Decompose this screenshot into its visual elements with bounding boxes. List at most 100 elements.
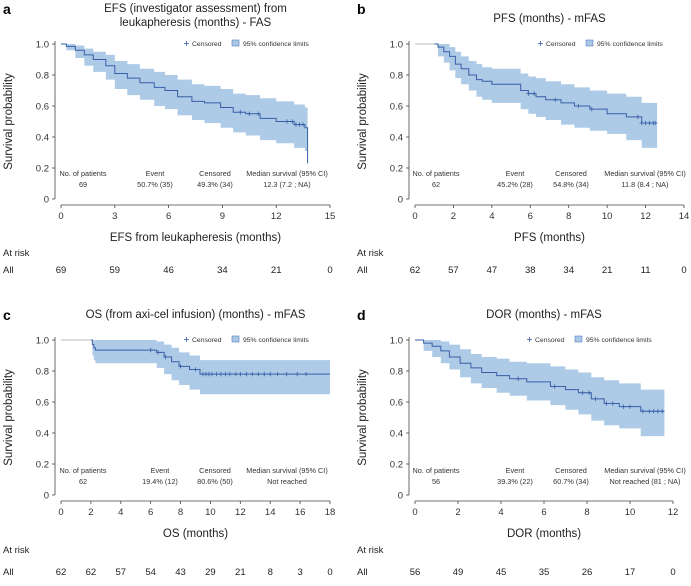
at-risk-value: 11 [641,265,651,276]
at-risk-value: 21 [271,265,282,276]
legend-ci-label: 95% confidence limits [243,41,309,48]
at-risk-value: 17 [625,567,636,578]
at-risk-value: 45 [496,567,507,578]
y-tick-label: 1.0 [390,40,403,51]
stats-value: 56 [432,477,440,486]
legend-censored-label: Censored [192,41,222,48]
at-risk-value: 56 [410,567,421,578]
at-risk-value: 34 [217,265,228,276]
at-risk-value: 59 [110,265,121,276]
at-risk-title: At risk [3,248,30,259]
stats-header: No. of patients [412,466,459,475]
x-tick-label: 0 [58,507,63,518]
stats-header: No. of patients [59,466,106,475]
at-risk-value: 69 [56,265,67,276]
x-tick-label: 2 [88,507,93,518]
stats-header: Median survival (95% CI) [604,169,686,178]
at-risk-value: 0 [327,265,332,276]
y-tick-label: 0.4 [390,133,403,144]
chart-title: leukapheresis (months) - FAS [120,17,272,29]
at-risk-title: At risk [357,545,384,556]
y-tick-label: 0 [44,195,49,206]
at-risk-value: 34 [563,265,574,276]
chart-title: DOR (months) - mFAS [486,309,602,321]
y-tick-label: 0.2 [390,164,403,175]
km-curve [434,43,658,124]
legend-censored-label: Censored [546,41,576,48]
stats-header: Censored [199,466,231,475]
at-risk-value: 62 [86,567,97,578]
stats-value: 19.4% (12) [142,477,178,486]
at-risk-value: 43 [175,567,186,578]
panel-letter: a [3,1,11,17]
legend: Censored 95% confidence limits [527,335,652,344]
at-risk-value: 49 [453,567,464,578]
y-tick-label: 0.8 [36,71,49,82]
at-risk-value: 47 [487,265,498,276]
x-tick-label: 6 [166,211,171,222]
at-risk-table: At risk All 62 57 47 38 34 21 11 0 [357,248,687,276]
stats-table: No. of patients 69 Event 50.7% (35) Censored… [59,169,327,189]
at-risk-value: 0 [327,567,332,578]
y-tick-label: 0.8 [390,367,403,378]
x-tick-label: 4 [118,507,123,518]
at-risk-value: 35 [539,567,550,578]
stats-header: Censored [555,169,587,178]
panel-letter: c [3,307,11,323]
stats-header: Median survival (95% CI) [246,466,328,475]
at-risk-group: All [357,567,368,578]
x-tick-label: 8 [584,507,589,518]
x-tick-label: 8 [178,507,183,518]
at-risk-value: 0 [681,265,686,276]
stats-value: Not reached (81 ; NA) [610,477,681,486]
at-risk-value: 62 [56,567,67,578]
y-tick-label: 1.0 [36,40,49,51]
stats-value: 11.8 (8.4 ; NA) [622,180,669,189]
at-risk-value: 57 [115,567,126,578]
y-axis-label: Survival probability [357,73,369,170]
legend: Censored 95% confidence limits [538,39,663,48]
y-tick-label: 1.0 [390,336,403,347]
panel-b: b PFS (months) - mFAS 0 0.2 0.4 0.6 0.8 1.0 0 2 4 6… [357,1,689,276]
y-tick-label: 0.6 [36,102,49,113]
x-tick-label: 3 [112,211,117,222]
x-tick-label: 12 [668,507,679,518]
x-tick-label: 12 [235,507,246,518]
y-axis-label: Survival probability [3,369,15,466]
at-risk-value: 54 [145,567,156,578]
x-tick-label: 14 [679,211,690,222]
y-tick-label: 0.4 [36,133,49,144]
legend-ci-swatch [231,335,240,343]
stats-header: Event [146,169,165,178]
at-risk-group: All [3,567,14,578]
stats-value: 54.8% (34) [553,180,589,189]
y-tick-label: 0 [44,491,49,502]
x-tick-label: 2 [455,507,460,518]
x-tick-label: 12 [640,211,651,222]
y-tick-label: 0.8 [36,367,49,378]
x-tick-label: 6 [528,211,533,222]
stats-value: 62 [79,477,87,486]
legend-ci-swatch [574,335,583,343]
panel-d: d DOR (months) - mFAS 0 0.2 0.4 0.6 0.8 1.0 0 2 4 6… [357,307,686,578]
at-risk-value: 57 [448,265,459,276]
confidence-band [90,340,330,395]
legend-ci-label: 95% confidence limits [243,337,309,344]
x-tick-label: 6 [541,507,546,518]
y-tick-label: 1.0 [36,336,49,347]
stats-header: Event [506,466,525,475]
stats-header: Event [506,169,525,178]
panel-letter: d [357,307,366,323]
stats-value: 12.3 (7.2 ; NA) [263,180,310,189]
x-tick-label: 15 [325,211,336,222]
y-tick-label: 0 [398,195,403,206]
at-risk-value: 29 [205,567,216,578]
y-tick-label: 0.6 [390,102,403,113]
km-curve [90,339,330,375]
legend-censored-label: Censored [535,337,565,344]
at-risk-value: 21 [235,567,246,578]
chart-title: PFS (months) - mFAS [493,13,606,25]
at-risk-table: At risk All 56 49 45 35 26 17 0 [357,545,676,578]
stats-value: 80.6% (50) [197,477,233,486]
